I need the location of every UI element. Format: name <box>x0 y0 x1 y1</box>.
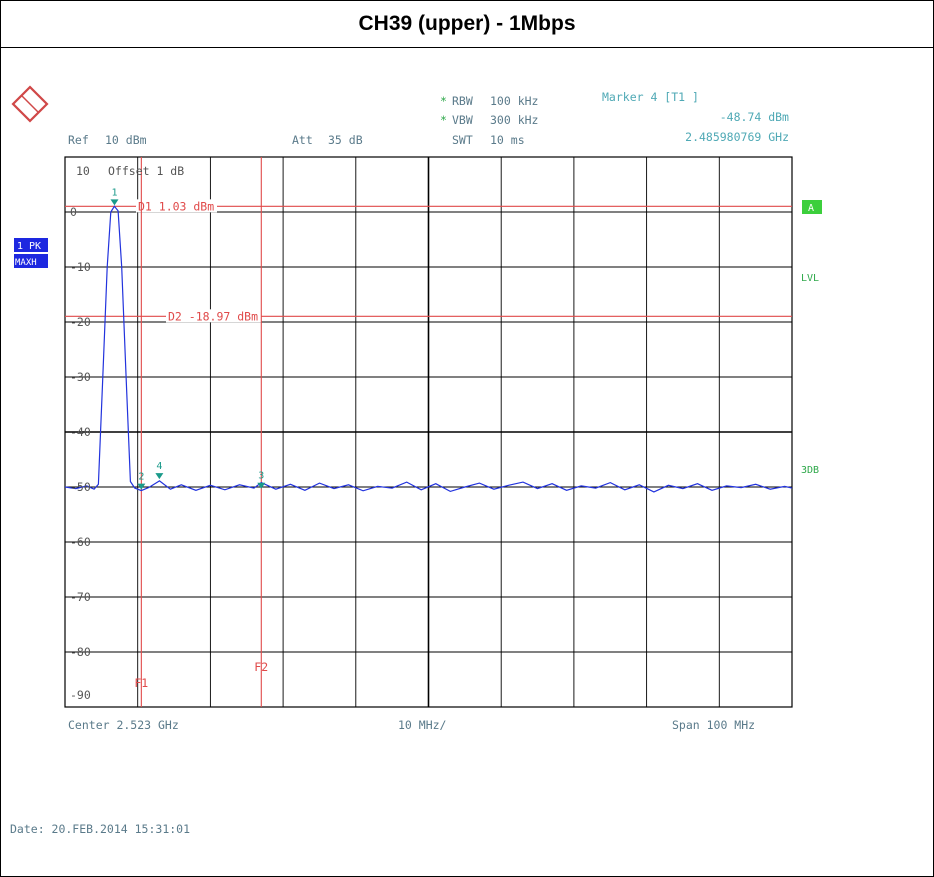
trace-badge-bg <box>14 238 48 252</box>
vbw-label: VBW <box>452 113 473 127</box>
swt-label: SWT <box>452 133 473 147</box>
plot-grid <box>64 156 793 708</box>
marker-readout-level: -48.74 dBm <box>720 110 789 124</box>
vbw-star: * <box>440 113 447 127</box>
att-value: 35 dB <box>328 133 363 147</box>
mode-badge: MAXH <box>15 258 37 268</box>
display-line-label: D1 1.03 dBm <box>138 199 214 213</box>
y-tick-label: -40 <box>70 425 91 439</box>
marker-readout-frequency: 2.485980769 GHz <box>685 130 789 144</box>
y-tick-label: 0 <box>70 205 77 219</box>
display-line-label-bg <box>166 309 261 323</box>
ref-label: Ref <box>68 133 89 147</box>
display-line-label-bg <box>136 199 217 213</box>
y-tick-label: -60 <box>70 535 91 549</box>
marker-label-1: 1 <box>111 187 117 198</box>
a-badge: A <box>808 203 814 214</box>
y-tick-label: -90 <box>70 688 91 702</box>
y-tick-label: -80 <box>70 645 91 659</box>
rbw-label: RBW <box>452 94 473 108</box>
rbw-value: 100 kHz <box>490 94 538 108</box>
rbw-star: * <box>440 94 447 108</box>
marker-label-3: 3 <box>258 471 264 482</box>
spectrum-trace <box>64 205 793 493</box>
y-tick-label: 10 <box>76 164 90 178</box>
y-tick-label: -30 <box>70 370 91 384</box>
marker-triangle-3 <box>257 482 266 489</box>
y-tick-label: -70 <box>70 590 91 604</box>
marker-triangle-4 <box>155 473 164 480</box>
ref-value: 10 dBm <box>105 133 147 147</box>
y-tick-labels: 10 0 -10 -20 -30 -40 -50 -60 -70 -80 -90 <box>70 164 91 702</box>
frequency-line-label: F2 <box>254 660 268 674</box>
marker-readout-title: Marker 4 [T1 ] <box>602 90 699 104</box>
trace-line <box>64 205 793 493</box>
span-value: Span 100 MHz <box>672 718 755 732</box>
trace-badge: 1 PK <box>17 241 41 252</box>
y-tick-label: -20 <box>70 315 91 329</box>
swt-value: 10 ms <box>490 133 525 147</box>
marker-symbols: 1 2 3 4 <box>110 187 266 490</box>
frequency-line-label: F1 <box>134 676 148 690</box>
page-title: CH39 (upper) - 1Mbps <box>1 1 933 48</box>
date-stamp: Date: 20.FEB.2014 15:31:01 <box>10 822 190 836</box>
marker-triangle-1 <box>110 199 119 206</box>
marker-label-4: 4 <box>156 461 162 472</box>
mode-badge-bg <box>14 254 48 268</box>
offset-text: Offset 1 dB <box>108 164 184 178</box>
display-line-label: D2 -18.97 dBm <box>168 309 258 323</box>
vbw-value: 300 kHz <box>490 113 538 127</box>
y-tick-label: -50 <box>70 480 91 494</box>
span-per-division: 10 MHz/ <box>398 718 447 732</box>
db3-badge: 3DB <box>801 465 819 476</box>
marker-label-2: 2 <box>138 472 144 483</box>
y-tick-label: -10 <box>70 260 91 274</box>
lvl-badge: LVL <box>801 273 819 284</box>
a-badge-bg <box>802 200 822 214</box>
reference-lines: D1 1.03 dBm D2 -18.97 dBm F1 F2 <box>65 157 792 707</box>
rs-logo-icon <box>11 85 49 123</box>
marker-triangle-2 <box>137 483 146 490</box>
center-frequency: Center 2.523 GHz <box>68 718 179 732</box>
att-label: Att <box>292 133 313 147</box>
